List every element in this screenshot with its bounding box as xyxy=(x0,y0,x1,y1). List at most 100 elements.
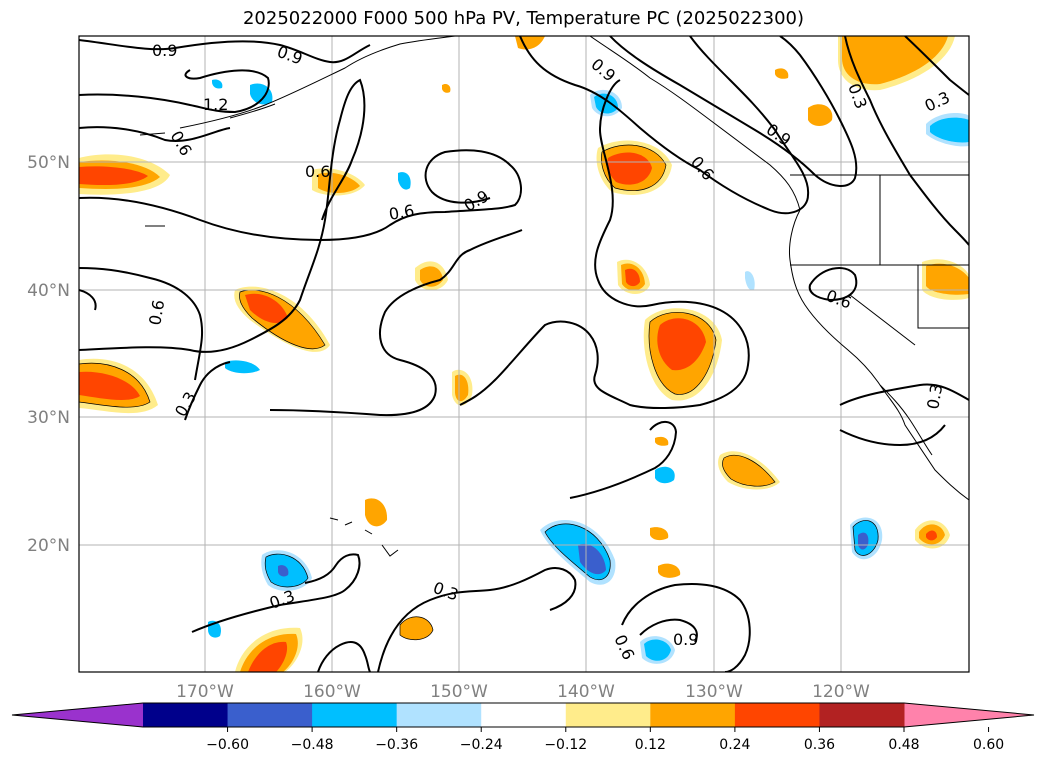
pv-contour xyxy=(808,266,858,302)
warm-blob xyxy=(365,498,388,527)
anomaly-outline xyxy=(264,553,309,588)
contour-label: 0.6 xyxy=(387,201,415,224)
lon-label: 170°W xyxy=(176,682,234,702)
cold-blob xyxy=(398,172,411,190)
warm-blob xyxy=(926,263,969,295)
contour-label: 0.6 xyxy=(145,298,168,326)
anomaly-outlines xyxy=(79,144,879,641)
colorbar-tick-label: −0.60 xyxy=(206,737,249,753)
warm-blob xyxy=(657,318,706,371)
colorbar-cell xyxy=(227,703,313,727)
colorbar-tick-label: −0.12 xyxy=(544,737,587,753)
pv-contour xyxy=(191,553,361,633)
pv-contour xyxy=(844,36,969,246)
warm-blob xyxy=(79,371,140,400)
pv-contour xyxy=(79,267,204,381)
lat-label: 20°N xyxy=(27,536,70,556)
warm-blob xyxy=(655,436,669,446)
colorbar-outline xyxy=(11,702,1035,728)
anomaly-outline xyxy=(79,362,151,408)
map-panel: 0.9 0.9 1.2 0.6 0.6 0.6 0.9 0.9 0.9 0.6 … xyxy=(79,36,969,672)
warm-blob xyxy=(248,641,288,672)
pv-contour xyxy=(904,36,969,96)
warm-blob xyxy=(625,268,640,287)
colorbar-tick-label: 0.48 xyxy=(888,737,919,753)
pv-contours xyxy=(79,36,969,672)
cold-blob xyxy=(250,83,273,105)
pv-contour xyxy=(839,383,969,406)
pv-contour xyxy=(79,78,366,353)
colorbar-max-extension xyxy=(904,703,1034,727)
colorbar-cell xyxy=(396,703,482,727)
pv-contour xyxy=(269,229,523,417)
anomaly-outline xyxy=(601,144,667,191)
state-border xyxy=(849,294,916,346)
colorbar-cell xyxy=(481,703,567,727)
anomaly-outline xyxy=(648,312,717,395)
lat-label: 50°N xyxy=(27,153,70,173)
colorbar-cell xyxy=(312,703,398,727)
anomaly-outline xyxy=(722,454,776,487)
pv-contour xyxy=(184,361,231,421)
latitude-labels: 50°N 40°N 30°N 20°N xyxy=(27,153,70,556)
lon-label: 120°W xyxy=(812,682,870,702)
warm-blob xyxy=(442,83,451,93)
cold-blob xyxy=(745,271,755,291)
contour-label: 1.2 xyxy=(203,95,228,114)
pv-contour xyxy=(79,149,522,242)
warm-anomalies xyxy=(79,36,969,672)
colorbar-tick-label: −0.48 xyxy=(291,737,334,753)
map-title: 2025022000 F000 500 hPa PV, Temperature … xyxy=(242,8,805,29)
warm-blob xyxy=(775,68,789,79)
contour-label: 0.9 xyxy=(673,630,698,649)
cold-blob xyxy=(278,565,289,577)
map-border xyxy=(78,35,970,673)
warm-blob xyxy=(607,152,652,185)
baja-coast xyxy=(879,384,933,456)
pv-contour xyxy=(519,36,810,215)
contour-label: 0.6 xyxy=(305,162,330,181)
colorbar-tick-label: 0.24 xyxy=(719,737,750,753)
pv-contour xyxy=(621,582,751,672)
cold-blob xyxy=(594,93,618,114)
state-border xyxy=(917,265,969,329)
contour-label: 0.9 xyxy=(152,41,177,60)
aleutian-coast xyxy=(139,103,276,136)
lon-label: 140°W xyxy=(557,682,615,702)
warm-blob xyxy=(79,166,148,186)
cold-blob xyxy=(644,639,671,661)
cold-blob xyxy=(930,117,969,143)
pv-contour xyxy=(609,36,858,187)
warm-blob xyxy=(842,36,948,85)
colorbar-tick-label: −0.36 xyxy=(375,737,418,753)
colorbar-tick-label: 0.60 xyxy=(973,737,1004,753)
lon-label: 160°W xyxy=(303,682,361,702)
coastlines xyxy=(139,36,969,557)
colorbar-tick-label: 0.36 xyxy=(804,737,835,753)
pv-contour xyxy=(639,618,698,643)
pv-contour xyxy=(569,421,678,499)
colorbar-tick-label: 0.12 xyxy=(635,737,666,753)
warm-blob xyxy=(926,530,937,541)
colorbar-cell xyxy=(819,703,905,727)
colorbar-min-extension xyxy=(12,703,143,727)
colorbar-cell xyxy=(734,703,820,727)
pv-contour xyxy=(79,69,270,114)
us-west-coast xyxy=(789,209,969,501)
warm-blob xyxy=(400,616,433,640)
warm-blob xyxy=(245,293,288,324)
contour-label: 0.3 xyxy=(923,382,946,410)
pv-contour xyxy=(317,641,371,672)
colorbar-tick-label: −0.24 xyxy=(460,737,503,753)
alaska-coast xyxy=(179,36,456,129)
anomaly-outline xyxy=(544,523,611,581)
pv-contour xyxy=(377,567,577,672)
colorbar-cell xyxy=(143,703,229,727)
anomaly-outline xyxy=(239,289,326,350)
lat-label: 30°N xyxy=(27,408,70,428)
cold-blob xyxy=(225,360,260,374)
lon-label: 130°W xyxy=(685,682,743,702)
warm-blob xyxy=(722,455,775,487)
colorbar: −0.60 −0.48 −0.36 −0.24 −0.12 0.12 0.24 0.36 0.4… xyxy=(11,702,1035,753)
